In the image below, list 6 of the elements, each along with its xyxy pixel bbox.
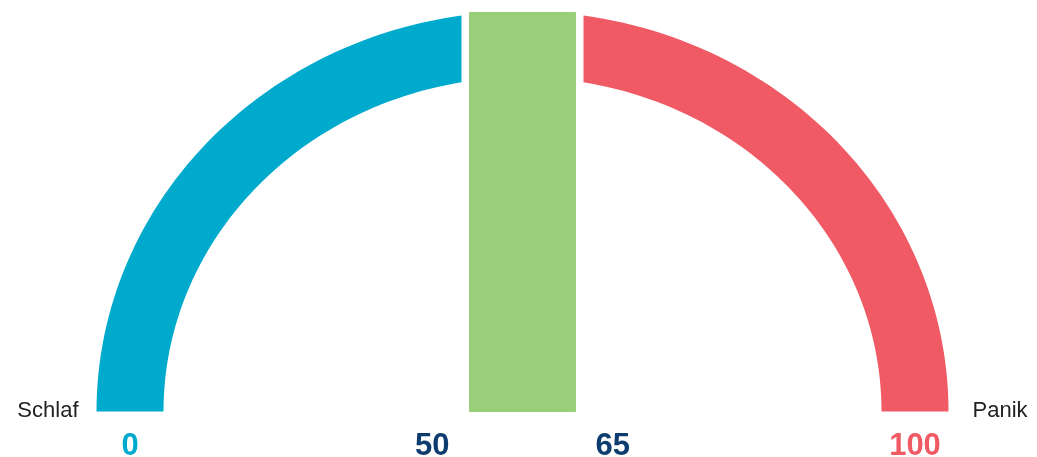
category-label: Panik — [972, 397, 1029, 422]
data-label: 100 — [889, 426, 941, 457]
category-label: Schlaf — [17, 397, 80, 422]
data-label: 0 — [121, 426, 139, 457]
data-label: 50 — [415, 426, 450, 457]
data-label: 65 — [595, 426, 630, 457]
